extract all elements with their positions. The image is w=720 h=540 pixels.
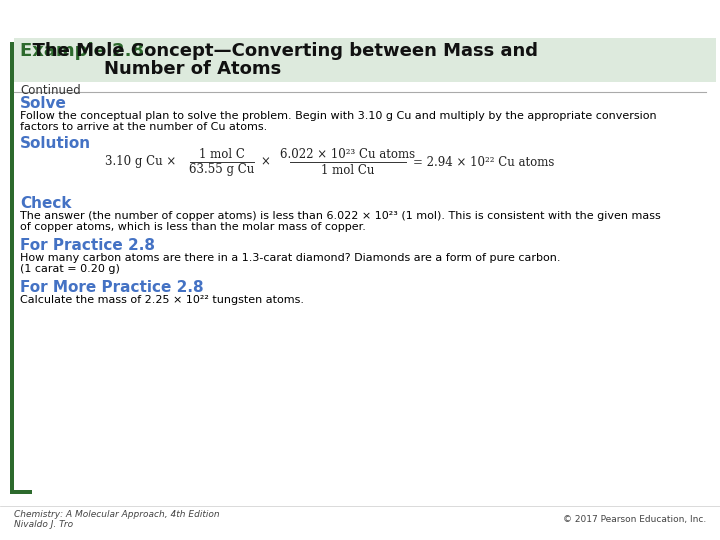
Text: Chemistry: A Molecular Approach, 4th Edition: Chemistry: A Molecular Approach, 4th Edi… (14, 510, 220, 519)
Text: (1 carat = 0.20 g): (1 carat = 0.20 g) (20, 264, 120, 274)
Text: Continued: Continued (20, 84, 81, 97)
Text: The answer (the number of copper atoms) is less than 6.022 × 10²³ (1 mol). This : The answer (the number of copper atoms) … (20, 211, 661, 221)
Text: = 2.94 × 10²² Cu atoms: = 2.94 × 10²² Cu atoms (413, 156, 554, 168)
Text: Calculate the mass of 2.25 × 10²² tungsten atoms.: Calculate the mass of 2.25 × 10²² tungst… (20, 295, 304, 305)
Bar (14, 42, 716, 82)
Bar (10, 490, 32, 494)
Text: 3.10 g Cu ×: 3.10 g Cu × (105, 156, 176, 168)
Text: Example 2.8: Example 2.8 (20, 42, 144, 60)
Text: ×: × (260, 156, 270, 168)
Text: For More Practice 2.8: For More Practice 2.8 (20, 280, 204, 295)
Bar (14, 46, 716, 80)
Text: of copper atoms, which is less than the molar mass of copper.: of copper atoms, which is less than the … (20, 222, 366, 232)
Bar (14, 46, 716, 58)
Text: Nivaldo J. Tro: Nivaldo J. Tro (14, 520, 73, 529)
Bar (10, 42, 14, 494)
Text: How many carbon atoms are there in a 1.3-carat diamond? Diamonds are a form of p: How many carbon atoms are there in a 1.3… (20, 253, 560, 263)
Text: The Mole Concept—Converting between Mass and: The Mole Concept—Converting between Mass… (20, 42, 538, 60)
Bar (14, 42, 716, 64)
Text: 6.022 × 10²³ Cu atoms: 6.022 × 10²³ Cu atoms (280, 148, 415, 161)
Text: Solve: Solve (20, 96, 67, 111)
Text: factors to arrive at the number of Cu atoms.: factors to arrive at the number of Cu at… (20, 122, 267, 132)
Text: Check: Check (20, 196, 71, 211)
Text: © 2017 Pearson Education, Inc.: © 2017 Pearson Education, Inc. (563, 515, 706, 524)
Text: 63.55 g Cu: 63.55 g Cu (189, 164, 255, 177)
Text: Solution: Solution (20, 136, 91, 151)
Text: 1 mol Cu: 1 mol Cu (321, 164, 374, 177)
Text: Follow the conceptual plan to solve the problem. Begin with 3.10 g Cu and multip: Follow the conceptual plan to solve the … (20, 111, 657, 121)
Text: 1 mol C: 1 mol C (199, 148, 245, 161)
Text: For Practice 2.8: For Practice 2.8 (20, 238, 155, 253)
Bar (14, 38, 716, 82)
Text: Number of Atoms: Number of Atoms (104, 60, 282, 78)
Bar (10, 42, 32, 46)
